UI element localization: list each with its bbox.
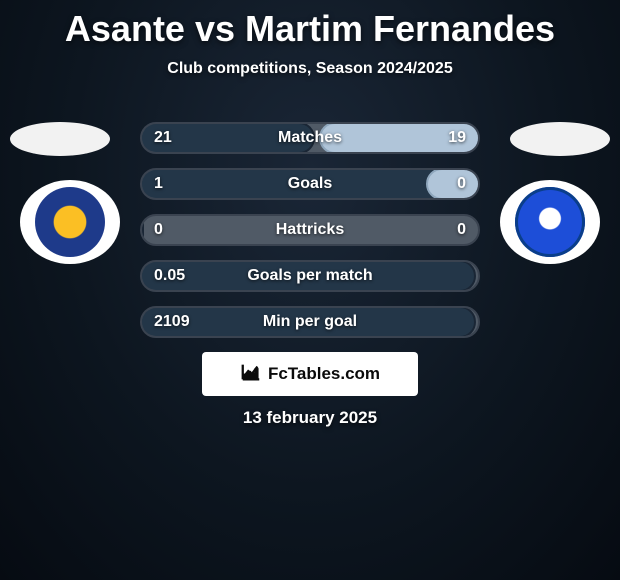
club-badge-right	[500, 180, 600, 264]
branding-badge: FcTables.com	[202, 352, 418, 396]
chart-icon	[240, 361, 262, 388]
stat-row: 10Goals	[140, 168, 480, 200]
page-title: Asante vs Martim Fernandes	[0, 0, 620, 50]
branding-text: FcTables.com	[268, 364, 380, 384]
stat-label: Goals per match	[142, 267, 478, 285]
stat-row: 2109Min per goal	[140, 306, 480, 338]
comparison-date: 13 february 2025	[0, 408, 620, 428]
player-avatar-left	[10, 122, 110, 156]
stats-container: 2119Matches 10Goals 00Hattricks 0.05Goals p…	[140, 122, 480, 338]
subtitle: Club competitions, Season 2024/2025	[0, 60, 620, 78]
stat-row: 00Hattricks	[140, 214, 480, 246]
player-avatar-right	[510, 122, 610, 156]
stat-label: Goals	[142, 175, 478, 193]
stat-label: Matches	[142, 129, 478, 147]
stat-label: Min per goal	[142, 313, 478, 331]
club-badge-left	[20, 180, 120, 264]
stat-label: Hattricks	[142, 221, 478, 239]
stat-row: 0.05Goals per match	[140, 260, 480, 292]
stat-row: 2119Matches	[140, 122, 480, 154]
